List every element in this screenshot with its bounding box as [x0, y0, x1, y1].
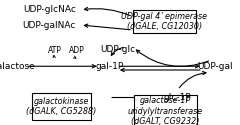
Text: UDP-galNAc: UDP-galNAc: [23, 20, 76, 30]
Text: galactose: galactose: [0, 62, 35, 71]
Text: ADP: ADP: [69, 46, 85, 55]
FancyBboxPatch shape: [32, 92, 90, 120]
FancyBboxPatch shape: [134, 95, 197, 125]
Text: gal-1P: gal-1P: [95, 62, 123, 71]
Text: UDP-glc: UDP-glc: [100, 46, 135, 54]
Text: UDP-gal: UDP-gal: [197, 62, 233, 71]
Text: UDP-glcNAc: UDP-glcNAc: [23, 6, 76, 15]
Text: glc-1P: glc-1P: [164, 93, 192, 102]
FancyBboxPatch shape: [133, 10, 196, 33]
Text: ATP: ATP: [48, 46, 62, 55]
Text: UDP-gal 4ʹ epimerase
(dGALE, CG12030): UDP-gal 4ʹ epimerase (dGALE, CG12030): [121, 12, 207, 31]
Text: galactokinase
(dGALK, CG5288): galactokinase (dGALK, CG5288): [26, 96, 96, 116]
Text: galactose-1P
uridylyltransferase
(dGALT, CG9232): galactose-1P uridylyltransferase (dGALT,…: [128, 96, 203, 125]
